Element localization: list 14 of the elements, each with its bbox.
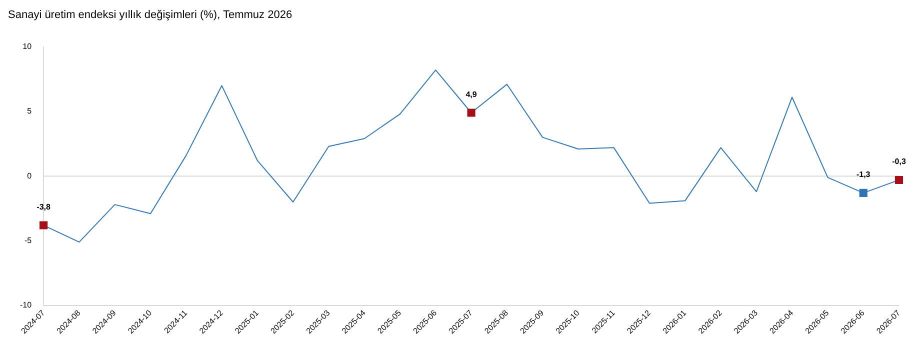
y-tick-label: 10	[22, 42, 32, 52]
data-label: -3,8	[36, 202, 51, 212]
data-label: 4,9	[466, 90, 478, 99]
y-tick-label: -5	[24, 236, 32, 245]
point	[894, 176, 904, 184]
point	[467, 108, 476, 117]
data-label: -1,3	[856, 170, 871, 179]
chart-title: Sanayi üretim endeksi yıllık değişimleri (%), Temmuz 2026	[8, 9, 292, 21]
data-label: -0,3	[892, 157, 906, 166]
point	[859, 188, 868, 197]
y-tick-label: 5	[27, 106, 32, 116]
point	[40, 221, 48, 230]
y-tick-label: 0	[27, 171, 32, 180]
y-tick-label: -10	[20, 300, 32, 310]
